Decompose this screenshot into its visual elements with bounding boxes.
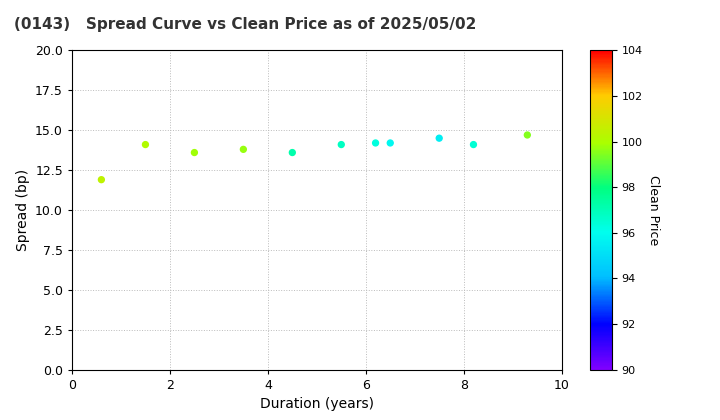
Point [370, 139, 382, 146]
Point [140, 141, 151, 148]
Y-axis label: Clean Price: Clean Price [647, 175, 660, 245]
Text: (0143)   Spread Curve vs Clean Price as of 2025/05/02: (0143) Spread Curve vs Clean Price as of… [14, 17, 477, 32]
Point [189, 149, 200, 156]
Y-axis label: Spread (bp): Spread (bp) [16, 169, 30, 251]
Point [238, 146, 249, 153]
Point [433, 135, 445, 142]
X-axis label: Duration (years): Duration (years) [260, 397, 374, 411]
Point [468, 141, 480, 148]
Point [384, 139, 396, 146]
Point [521, 131, 533, 138]
Point [287, 149, 298, 156]
Point [336, 141, 347, 148]
Point [96, 176, 107, 183]
